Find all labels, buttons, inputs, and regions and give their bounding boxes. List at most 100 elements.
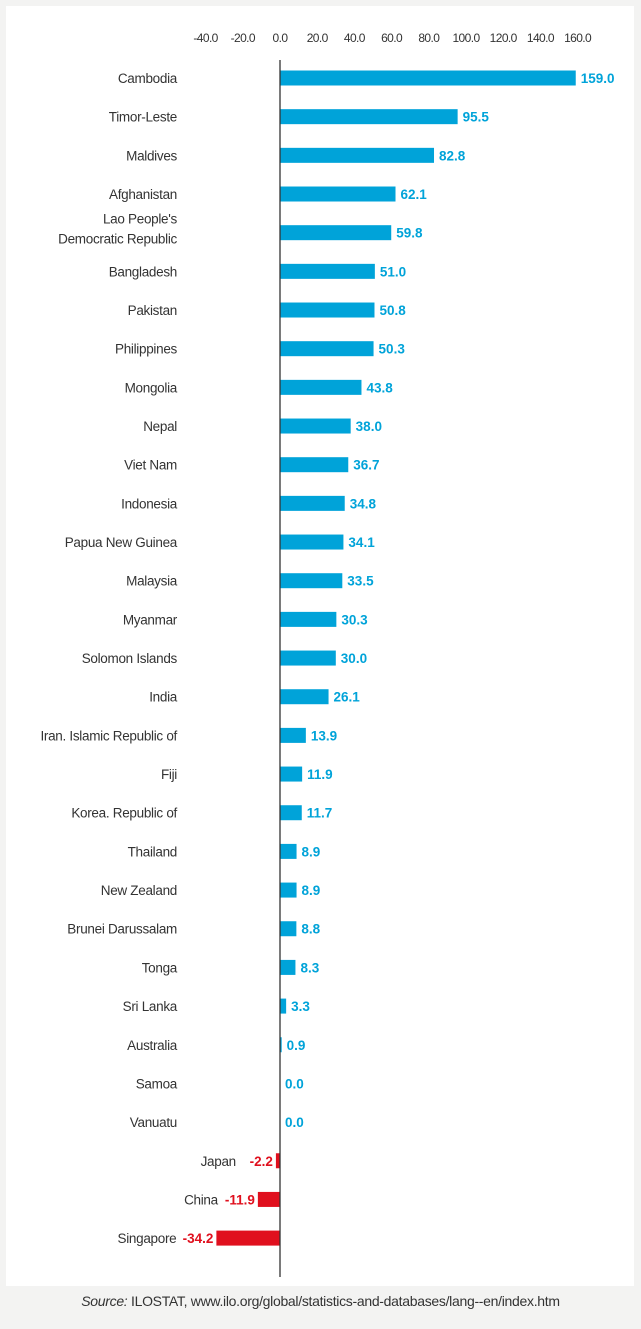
data-label: 8.8 <box>301 922 320 937</box>
bar <box>280 457 349 473</box>
category-label: Viet Nam <box>124 458 177 473</box>
category-label: Indonesia <box>121 496 178 511</box>
bar <box>275 1153 280 1169</box>
bars <box>216 70 576 1246</box>
x-tick-label: -40.0 <box>193 31 218 45</box>
data-label: 50.8 <box>379 303 406 318</box>
data-label: 36.7 <box>353 458 379 473</box>
data-label: -34.2 <box>183 1231 214 1246</box>
source-note: Source: ILOSTAT, www.ilo.org/global/stat… <box>0 1293 641 1309</box>
x-tick-label: -20.0 <box>231 31 256 45</box>
bar <box>280 573 343 589</box>
bar <box>257 1191 280 1207</box>
x-tick-label: 160.0 <box>564 31 592 45</box>
x-tick-label: 40.0 <box>344 31 366 45</box>
source-text: ILOSTAT, www.ilo.org/global/statistics-a… <box>127 1293 560 1309</box>
bar <box>216 1230 280 1246</box>
category-label: Lao People's Democratic Republic <box>58 212 177 247</box>
bar <box>280 843 297 859</box>
data-label: 0.9 <box>287 1038 306 1053</box>
x-tick-label: 80.0 <box>418 31 440 45</box>
data-label: -11.9 <box>225 1192 255 1207</box>
data-label: 59.8 <box>396 226 423 241</box>
data-label: 34.1 <box>348 535 375 550</box>
bar <box>280 70 576 86</box>
data-labels: 159.0 95.5 82.8 62.1 59.8 51.0 50.8 50.3 43.8 38.… <box>183 71 615 1246</box>
category-label: Cambodia <box>118 71 178 86</box>
data-label: 0.0 <box>285 1115 304 1130</box>
data-label: 8.9 <box>302 883 321 898</box>
category-label: Philippines <box>115 342 178 357</box>
data-label: 11.9 <box>307 767 333 782</box>
category-label: Brunei Darussalam <box>67 922 177 937</box>
data-label: 8.3 <box>300 960 319 975</box>
category-label: Papua New Guinea <box>65 535 178 550</box>
category-label: Solomon Islands <box>82 651 178 666</box>
data-label: 11.7 <box>307 806 333 821</box>
category-label: Vanuatu <box>130 1115 177 1130</box>
bar <box>280 766 303 782</box>
bar <box>280 650 336 666</box>
bar <box>280 302 375 318</box>
bar <box>280 341 374 357</box>
bar <box>280 805 302 821</box>
category-label: Singapore <box>118 1231 177 1246</box>
source-label: Source: <box>81 1293 128 1309</box>
category-label: Fiji <box>161 767 177 782</box>
bar <box>280 727 306 743</box>
bar <box>280 611 337 627</box>
data-label: 38.0 <box>356 419 382 434</box>
bar <box>280 147 435 163</box>
x-tick-label: 140.0 <box>527 31 555 45</box>
bar <box>280 495 345 511</box>
bar <box>280 418 351 434</box>
bar <box>280 959 296 975</box>
data-label: 13.9 <box>311 728 337 743</box>
data-label: 43.8 <box>366 380 393 395</box>
data-label: 82.8 <box>439 148 466 163</box>
data-label: 51.0 <box>380 264 406 279</box>
bar <box>280 225 392 241</box>
category-label: Timor-Leste <box>109 110 177 125</box>
data-label: 30.0 <box>341 651 367 666</box>
bar <box>280 921 297 937</box>
data-label: 50.3 <box>379 342 406 357</box>
category-label: Australia <box>127 1038 178 1053</box>
bar <box>280 186 396 202</box>
category-labels: Cambodia Timor-Leste Maldives Afghanistan La… <box>40 71 236 1246</box>
bar <box>280 689 329 705</box>
data-label: 30.3 <box>341 612 368 627</box>
x-axis-ticks: -40.0 -20.0 0.0 20.0 40.0 60.0 80.0 100.0 120.0 1… <box>193 31 592 45</box>
category-label: Iran. Islamic Republic of <box>40 728 177 743</box>
category-label: Korea. Republic of <box>71 806 177 821</box>
x-tick-label: 0.0 <box>273 31 289 45</box>
data-label: -2.2 <box>250 1154 273 1169</box>
category-label: Thailand <box>128 844 177 859</box>
data-label: 33.5 <box>347 574 374 589</box>
category-label: Bangladesh <box>109 264 177 279</box>
x-tick-label: 100.0 <box>452 31 480 45</box>
data-label: 62.1 <box>401 187 428 202</box>
bar <box>280 379 362 395</box>
category-label: China <box>184 1192 219 1207</box>
data-label: 159.0 <box>581 71 615 86</box>
bar <box>280 882 297 898</box>
x-tick-label: 120.0 <box>490 31 518 45</box>
category-label: Samoa <box>136 1076 178 1091</box>
category-label: Tonga <box>142 960 178 975</box>
category-label: Mongolia <box>125 380 178 395</box>
data-label: 95.5 <box>463 110 490 125</box>
x-tick-label: 20.0 <box>307 31 329 45</box>
category-label: Maldives <box>126 148 177 163</box>
category-label: Malaysia <box>126 574 178 589</box>
category-label: Afghanistan <box>109 187 177 202</box>
data-label: 3.3 <box>291 999 310 1014</box>
bar <box>280 109 458 125</box>
category-label: Nepal <box>143 419 177 434</box>
bar <box>280 534 344 550</box>
chart-panel <box>6 6 634 1286</box>
category-label: India <box>149 690 178 705</box>
category-label: Pakistan <box>128 303 177 318</box>
